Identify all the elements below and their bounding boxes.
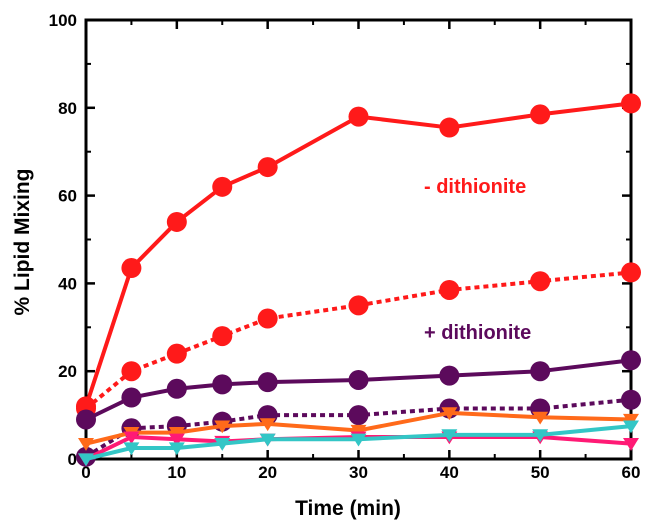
- series-4-point: [168, 427, 185, 440]
- annotation-minus-dithionite: - dithionite: [424, 176, 526, 198]
- series-4-point: [259, 418, 276, 432]
- series-2-point: [121, 387, 142, 408]
- series-6-point: [441, 429, 458, 443]
- series-0-point: [530, 104, 551, 125]
- series-6-point: [623, 420, 639, 434]
- series-5-point: [168, 433, 185, 447]
- y-tick-label: 80: [58, 99, 77, 118]
- series-3-point: [621, 389, 641, 410]
- series-5-point: [623, 438, 639, 451]
- y-tick-label: 40: [58, 274, 77, 293]
- series-3-point: [348, 405, 369, 426]
- y-axis-title: % Lipid Mixing: [11, 169, 34, 316]
- series-6-point: [259, 433, 276, 447]
- series-4-point: [78, 438, 94, 451]
- series-0-point: [439, 117, 460, 138]
- x-axis-title: Time (min): [295, 497, 401, 520]
- series-1-point: [530, 271, 551, 292]
- series-6-point: [168, 442, 185, 456]
- series-6-point: [532, 429, 549, 443]
- series-0-point: [166, 211, 187, 232]
- series-6-point: [350, 433, 367, 447]
- series-0-point: [348, 106, 369, 127]
- series-4-point: [532, 411, 549, 425]
- series-4-point: [350, 424, 367, 438]
- annotation-plus-dithionite: + dithionite: [424, 322, 531, 344]
- x-tick-label: 60: [622, 463, 641, 482]
- series-1-line: [84, 270, 632, 411]
- series-0-line: [84, 101, 632, 407]
- plot-frame: [84, 18, 633, 461]
- series-1-point: [257, 308, 278, 329]
- series-2-point: [166, 378, 187, 399]
- series-2-point: [621, 350, 641, 371]
- series-2-point: [76, 409, 96, 430]
- series-6-point: [78, 453, 94, 467]
- series-2-point: [439, 365, 460, 386]
- series-4-point: [214, 420, 231, 434]
- series-1-point: [621, 262, 641, 283]
- x-tick-label: 10: [167, 463, 186, 482]
- series-4-point: [441, 407, 458, 421]
- series-2-point: [212, 374, 233, 395]
- series-1-point: [121, 361, 142, 382]
- y-tick-label: 20: [58, 362, 77, 381]
- y-tick-label: 0: [68, 450, 77, 469]
- series-0-point: [621, 93, 641, 114]
- series-1-point: [439, 279, 460, 300]
- series-1-point: [212, 326, 233, 347]
- y-tick-label: 60: [58, 187, 77, 206]
- series-1-point: [166, 343, 187, 364]
- y-tick-label: 100: [49, 11, 77, 30]
- series-1-point: [348, 295, 369, 316]
- series-4-point: [623, 413, 639, 427]
- x-tick-label: 30: [349, 463, 368, 482]
- series-2-point: [530, 361, 551, 382]
- x-tick-label: 40: [440, 463, 459, 482]
- x-tick-label: 0: [81, 463, 90, 482]
- x-tick-label: 20: [258, 463, 277, 482]
- series-6-point: [123, 442, 140, 456]
- series-0-point: [257, 157, 278, 178]
- x-tick-label: 50: [531, 463, 550, 482]
- series-2-point: [348, 369, 369, 390]
- series-0-point: [212, 176, 233, 197]
- series-5-point: [123, 431, 140, 445]
- series-0-point: [121, 258, 142, 279]
- series-2-point: [257, 372, 278, 393]
- series-6-point: [214, 438, 231, 451]
